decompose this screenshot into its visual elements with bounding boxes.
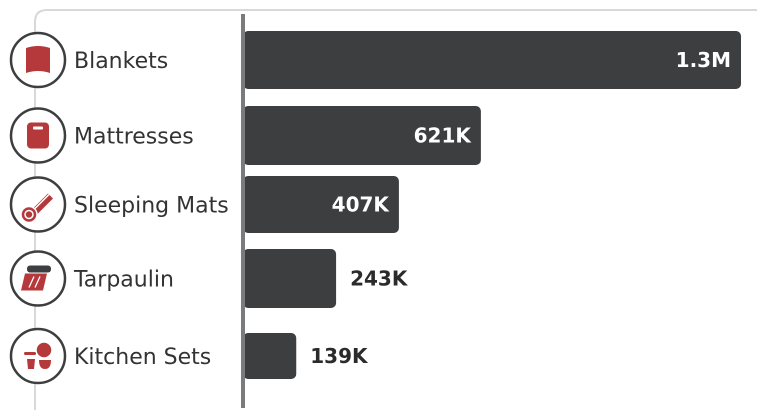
value-label: 621K: [414, 124, 473, 148]
bar: [243, 333, 297, 379]
value-label: 243K: [350, 267, 409, 291]
category-label: Sleeping Mats: [74, 194, 229, 219]
category-label: Blankets: [74, 49, 168, 74]
blanket-icon: [9, 31, 67, 89]
category-label: Tarpaulin: [73, 268, 174, 293]
category-label: Mattresses: [74, 125, 194, 150]
mattress-icon: [9, 107, 67, 164]
value-label: 407K: [332, 193, 391, 217]
chart-frame: [34, 9, 757, 410]
kitchen-set-icon: [9, 327, 67, 385]
sleeping-mat-icon: [9, 176, 67, 233]
bar: [243, 176, 399, 233]
bar: [243, 249, 337, 308]
bar: [243, 106, 481, 165]
category-label: Kitchen Sets: [74, 345, 211, 370]
value-label: 1.3M: [676, 48, 731, 72]
bar: [243, 31, 741, 89]
bar-rows: Blankets 1.3M Mattresses 621K Sleeping Mats 4…: [9, 31, 741, 385]
tarpaulin-icon: [9, 250, 67, 307]
value-label: 139K: [310, 344, 369, 368]
